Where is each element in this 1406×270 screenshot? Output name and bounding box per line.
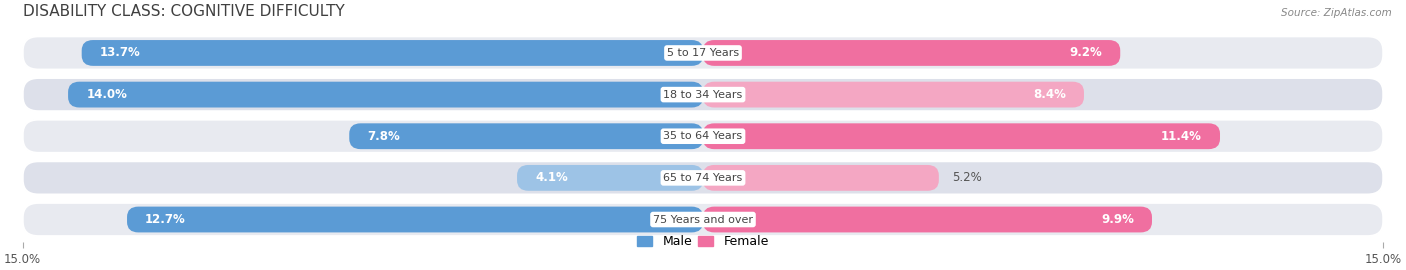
Text: 35 to 64 Years: 35 to 64 Years	[664, 131, 742, 141]
Text: 7.8%: 7.8%	[367, 130, 401, 143]
Text: 12.7%: 12.7%	[145, 213, 186, 226]
Text: DISABILITY CLASS: COGNITIVE DIFFICULTY: DISABILITY CLASS: COGNITIVE DIFFICULTY	[22, 4, 344, 19]
Text: 9.2%: 9.2%	[1070, 46, 1102, 59]
Text: 18 to 34 Years: 18 to 34 Years	[664, 90, 742, 100]
FancyBboxPatch shape	[349, 123, 703, 149]
Legend: Male, Female: Male, Female	[633, 230, 773, 253]
Text: 8.4%: 8.4%	[1033, 88, 1066, 101]
Text: 75 Years and over: 75 Years and over	[652, 214, 754, 225]
FancyBboxPatch shape	[703, 207, 1152, 232]
Text: Source: ZipAtlas.com: Source: ZipAtlas.com	[1281, 8, 1392, 18]
FancyBboxPatch shape	[22, 120, 1384, 153]
FancyBboxPatch shape	[22, 36, 1384, 70]
FancyBboxPatch shape	[82, 40, 703, 66]
Text: 14.0%: 14.0%	[86, 88, 127, 101]
FancyBboxPatch shape	[22, 203, 1384, 236]
Text: 65 to 74 Years: 65 to 74 Years	[664, 173, 742, 183]
Text: 5.2%: 5.2%	[952, 171, 983, 184]
Text: 9.9%: 9.9%	[1101, 213, 1133, 226]
FancyBboxPatch shape	[703, 82, 1084, 107]
Text: 13.7%: 13.7%	[100, 46, 141, 59]
FancyBboxPatch shape	[703, 40, 1121, 66]
FancyBboxPatch shape	[703, 165, 939, 191]
Text: 5 to 17 Years: 5 to 17 Years	[666, 48, 740, 58]
FancyBboxPatch shape	[22, 78, 1384, 111]
Text: 11.4%: 11.4%	[1161, 130, 1202, 143]
Text: 4.1%: 4.1%	[536, 171, 568, 184]
FancyBboxPatch shape	[22, 161, 1384, 194]
FancyBboxPatch shape	[127, 207, 703, 232]
FancyBboxPatch shape	[703, 123, 1220, 149]
FancyBboxPatch shape	[517, 165, 703, 191]
FancyBboxPatch shape	[67, 82, 703, 107]
